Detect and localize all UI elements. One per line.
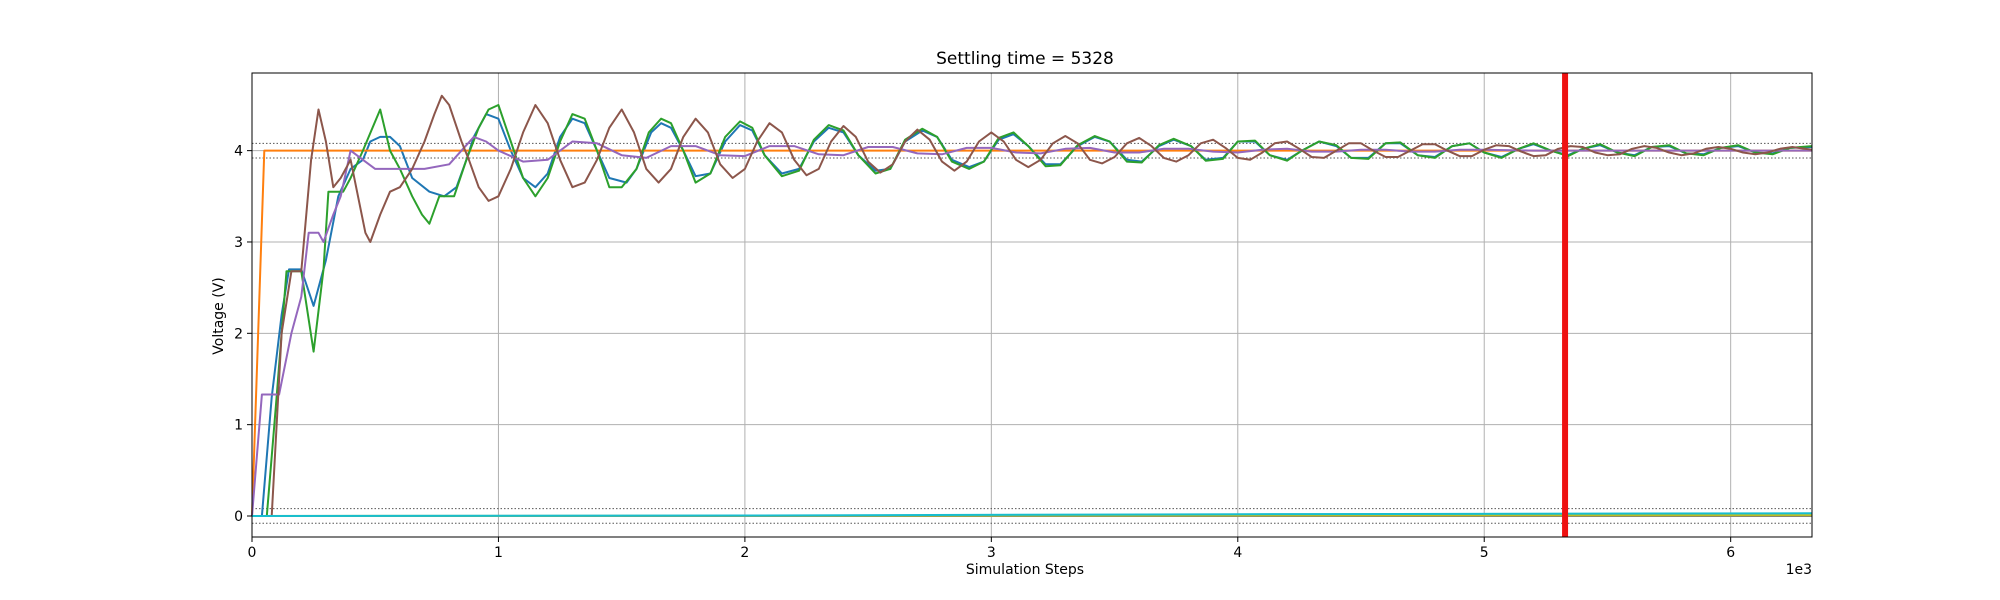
series-line-4	[251, 135, 1812, 517]
series-lines	[251, 94, 1813, 517]
ticks: 0 1 2 3 4 5 6 0 1 2 3 4	[234, 144, 1735, 561]
x-tick-label: 4	[1233, 545, 1242, 561]
x-axis-offset-text: 1e3	[1786, 562, 1812, 578]
x-axis-label: Simulation Steps	[966, 562, 1084, 578]
y-tick-label: 3	[234, 235, 243, 251]
y-tick-label: 0	[234, 509, 243, 525]
plot-frame	[251, 72, 1813, 538]
series-line-8	[251, 512, 1813, 517]
y-tick-label: 2	[234, 326, 243, 342]
x-tick-label: 3	[987, 545, 996, 561]
x-tick-label: 6	[1726, 545, 1735, 561]
series-line-2	[252, 104, 1813, 517]
chart-title: Settling time = 5328	[936, 49, 1114, 69]
y-tick-label: 1	[234, 418, 243, 434]
x-tick-label: 2	[740, 545, 749, 561]
y-axis-label: Voltage (V)	[211, 277, 227, 354]
y-tick-label: 4	[234, 144, 243, 160]
x-tick-label: 0	[248, 545, 257, 561]
x-tick-label: 1	[494, 545, 503, 561]
series-line-5	[252, 94, 1813, 517]
x-tick-label: 5	[1480, 545, 1489, 561]
